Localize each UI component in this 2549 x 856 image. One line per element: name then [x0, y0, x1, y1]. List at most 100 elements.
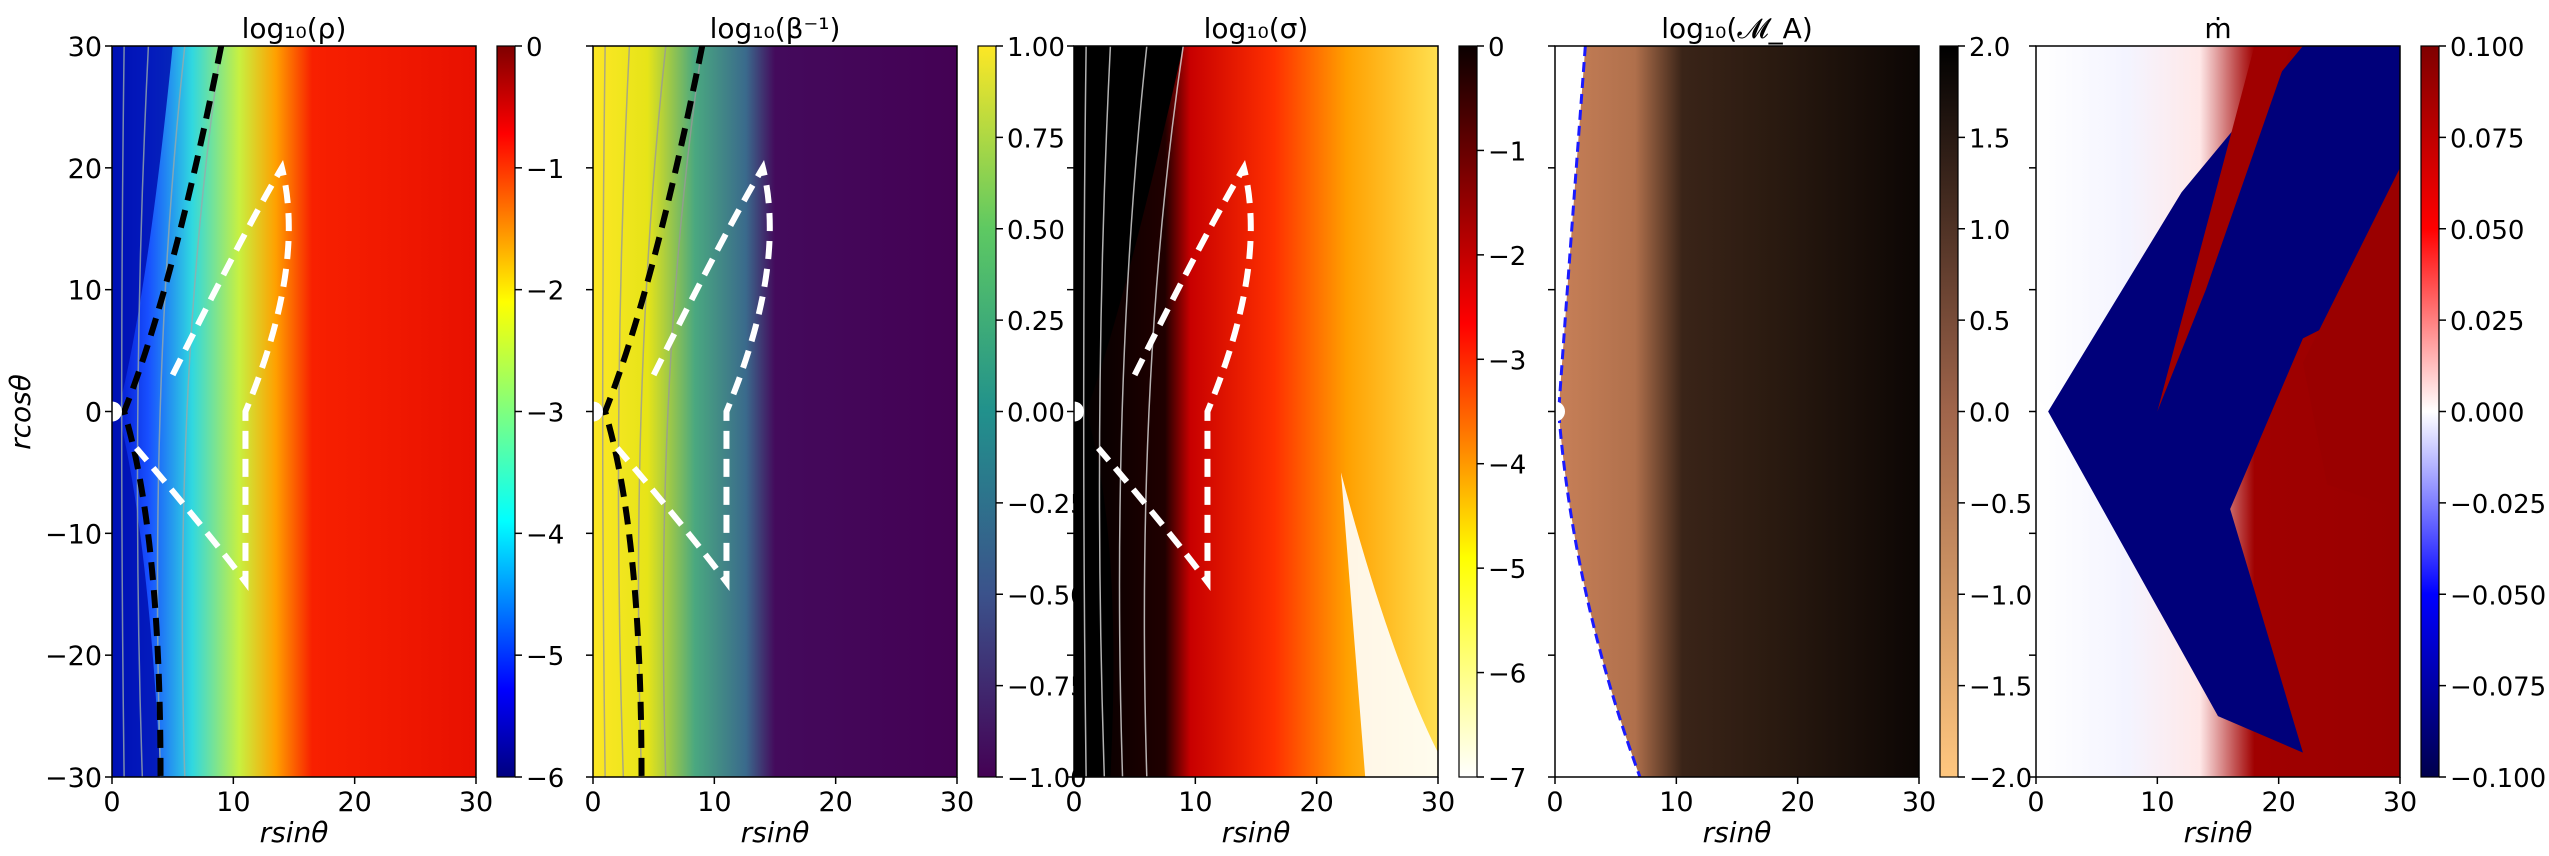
colorbar-tick-label: −3: [526, 399, 564, 429]
x-tick-label: 20: [1780, 787, 1814, 818]
x-tick-label: 10: [1178, 787, 1212, 818]
panel-inverse-beta: log₁₀(β⁻¹) 0 10 20 30 rsinθ 1.00 0.75 0.50 0.25 0.…: [583, 12, 1087, 849]
colorbar-tick-label: 2.0: [1969, 33, 2010, 63]
y-tick-label: −30: [45, 763, 102, 794]
streamline: [662, 46, 703, 777]
colorbar-tick-label: 0.100: [2450, 33, 2524, 63]
outflow-region: [2302, 167, 2400, 509]
low-density-funnel: [112, 46, 173, 777]
streamline: [617, 46, 631, 777]
outflow-streak: [2157, 46, 2291, 412]
panel-title: log₁₀(ρ): [242, 12, 347, 45]
colorbar-tick-label: 0.00: [1007, 399, 1065, 429]
x-axis-label: rsinθ: [260, 816, 329, 849]
colorbar-tick-label: −0.025: [2450, 490, 2546, 520]
colorbar-inverse-beta: 1.000.750.500.250.00−0.25−0.50−0.75−1.00: [977, 33, 1087, 794]
heatmap-detail: [601, 46, 773, 777]
x-axis-label: rsinθ: [2184, 816, 2253, 849]
colorbar-gradient: [1458, 45, 1478, 778]
heatmap-field: [593, 46, 957, 777]
streamline: [1098, 46, 1112, 777]
x-tick-label: 20: [818, 787, 852, 818]
colorbar-mass-flux: 0.100 0.075 0.050 0.025 0.000 −0.025 −0.050 −0.…: [2420, 33, 2546, 794]
colorbar-tick-label: 0.075: [2450, 124, 2524, 154]
low-sigma-region: [1340, 472, 1438, 777]
streamline: [181, 46, 222, 777]
colorbar-tick-label: −7: [1488, 764, 1526, 794]
colorbar-tick-label: −2.0: [1969, 764, 2032, 794]
y-tick-label: −10: [45, 519, 102, 550]
colorbar-tick-label: 0.050: [2450, 216, 2524, 246]
colorbar-tick-label: −6: [1488, 660, 1526, 690]
x-tick-label: 20: [2261, 787, 2295, 818]
streamline: [136, 46, 150, 777]
y-tick-label: 30: [68, 32, 102, 63]
colorbar-gradient: [496, 45, 516, 778]
y-tick-label: 0: [85, 398, 102, 429]
x-tick-label: 0: [103, 787, 120, 818]
streamline: [1118, 46, 1148, 777]
x-tick-label: 30: [459, 787, 493, 818]
x-tick-label: 0: [1546, 787, 1563, 818]
colorbar-tick-label: 0.5: [1969, 307, 2010, 337]
colorbar-tick-label: −4: [526, 520, 564, 550]
y-axis-label: rcosθ: [4, 374, 37, 450]
colorbar-tick-label: 0.25: [1007, 307, 1065, 337]
colorbar-tick-label: −0.075: [2450, 673, 2546, 703]
y-tick-label: 10: [68, 276, 102, 307]
black-contour: [120, 46, 225, 777]
colorbar-tick-label: 0: [526, 33, 543, 63]
colorbar-tick-label: 1.5: [1969, 124, 2010, 154]
white-contour: [1095, 160, 1254, 592]
x-axis-label: rsinθ: [1222, 816, 1291, 849]
colorbar-tick-label: −5: [526, 642, 564, 672]
streamline: [1143, 46, 1184, 777]
x-tick-label: 20: [337, 787, 371, 818]
x-axis-label: rsinθ: [741, 816, 810, 849]
colorbar-tick-label: −3: [1488, 346, 1526, 376]
excluded-region: [1555, 46, 1640, 777]
panel-title: log₁₀(β⁻¹): [710, 12, 841, 45]
x-tick-label: 30: [2383, 787, 2417, 818]
colorbar-density: 0 −1 −2 −3 −4 −5 −6: [496, 33, 564, 794]
heatmap-field: [112, 46, 476, 777]
panel-magnetization: log₁₀(σ) 0 10 20 30 rsinθ 0 −1 −2 −3 −4 −5 −6 −7: [1064, 12, 1526, 849]
colorbar-tick-label: −0.100: [2450, 764, 2546, 794]
high-sigma-funnel: [1074, 46, 1184, 777]
panel-title: log₁₀(σ): [1204, 12, 1309, 45]
x-tick-label: 20: [1299, 787, 1333, 818]
colorbar-tick-label: −4: [1488, 451, 1526, 481]
colorbar-tick-label: −1: [526, 155, 564, 185]
streamline: [156, 46, 186, 777]
black-contour: [601, 46, 706, 777]
colorbar-tick-label: −2: [526, 277, 564, 307]
x-tick-label: 0: [1065, 787, 1082, 818]
colorbar-alfven-mach: 2.0 1.5 1.0 0.5 0.0 −0.5 −1.0 −1.5 −2.0: [1939, 33, 2032, 794]
inflow-region: [2048, 46, 2400, 753]
streamline: [637, 46, 667, 777]
colorbar-tick-label: 0.0: [1969, 399, 2010, 429]
panel-alfven-mach: log₁₀(𝓜_A) 0 10 20 30 rsinθ 2.0 1.5 1.0 0.5 0.0 −0.…: [1545, 12, 2032, 849]
x-tick-label: 0: [584, 787, 601, 818]
x-tick-label: 0: [2027, 787, 2044, 818]
panel-mass-flux: ṁ 0 10 20 30 rsinθ 0.100 0.075 0.050 0.025 0.000 −0…: [2026, 12, 2546, 849]
colorbar-tick-label: 0: [1488, 33, 1505, 63]
colorbar-tick-label: 0.75: [1007, 124, 1065, 154]
x-tick-label: 10: [697, 787, 731, 818]
x-tick-label: 10: [216, 787, 250, 818]
colorbar-gradient: [2420, 45, 2440, 778]
colorbar-tick-label: 0.50: [1007, 216, 1065, 246]
white-contour: [133, 160, 292, 592]
x-tick-label: 30: [1902, 787, 1936, 818]
colorbar-gradient: [977, 45, 997, 778]
heatmap-detail: [1555, 46, 1642, 777]
x-tick-label: 10: [2140, 787, 2174, 818]
colorbar-tick-label: −1.0: [1969, 581, 2032, 611]
colorbar-tick-label: −6: [526, 764, 564, 794]
colorbar-tick-label: −1: [1488, 137, 1526, 167]
colorbar-tick-label: −2: [1488, 242, 1526, 272]
panel-title: log₁₀(𝓜_A): [1661, 12, 1813, 45]
y-tick-label: −20: [45, 641, 102, 672]
colorbar-tick-label: −1.5: [1969, 673, 2032, 703]
heatmap-detail: [1074, 46, 1438, 777]
